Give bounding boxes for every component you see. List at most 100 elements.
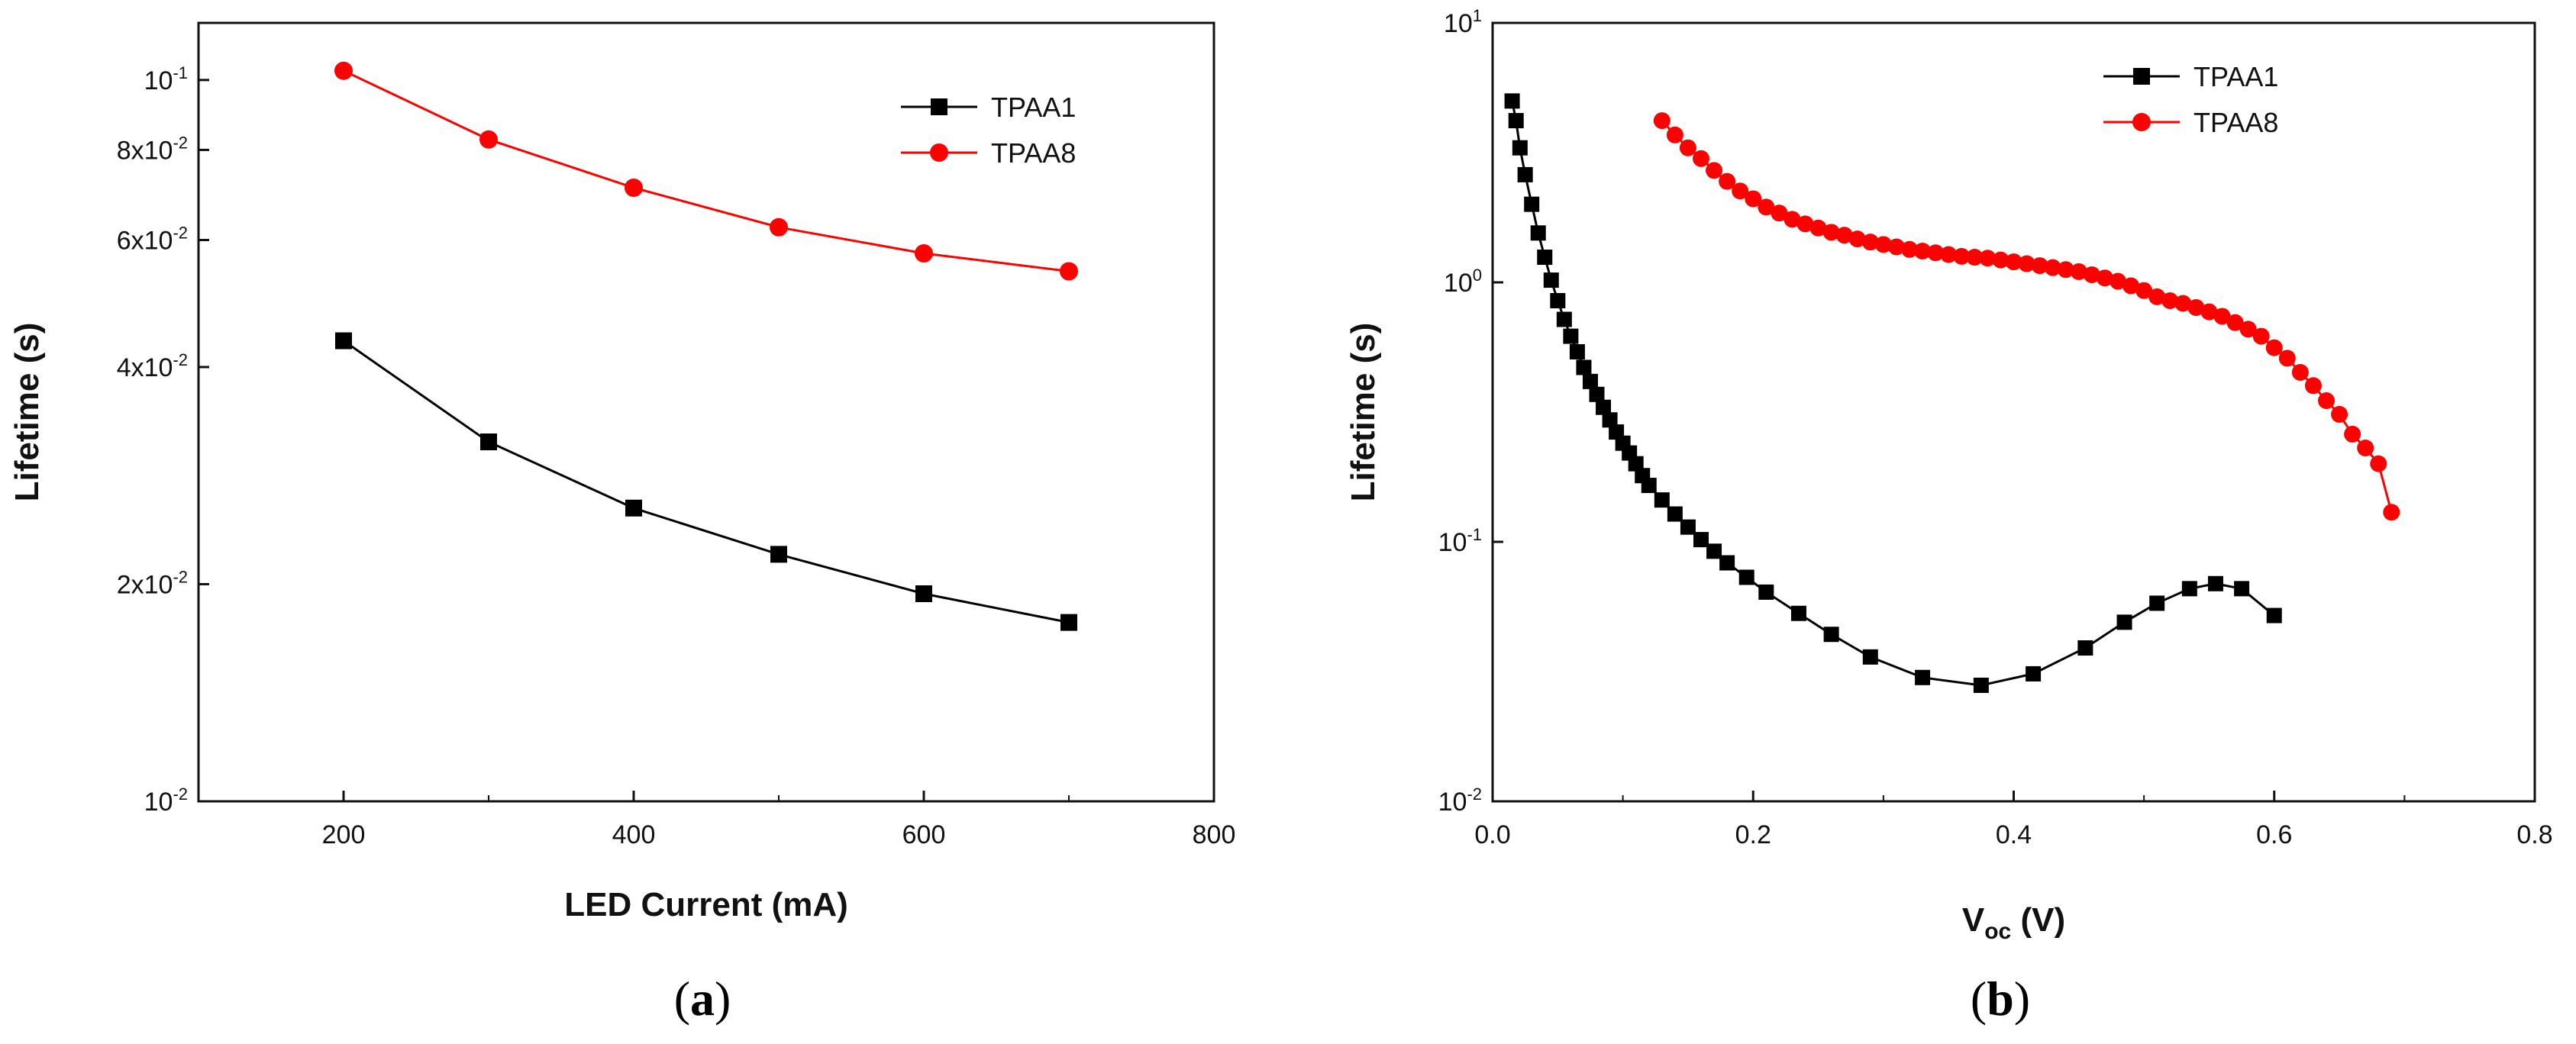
- data-point-tpaa1: [2116, 614, 2132, 630]
- x-tick-label: 0.4: [1996, 820, 2032, 849]
- data-point-tpaa8: [2044, 259, 2061, 276]
- y-tick-label: 2x10-2: [117, 567, 188, 599]
- data-point-tpaa8: [1822, 224, 1840, 241]
- data-point-tpaa8: [1992, 251, 2009, 269]
- y-axis-title: Lifetime (s): [8, 323, 46, 502]
- x-tick-label: 0.2: [1735, 820, 1771, 849]
- data-point-tpaa1: [1738, 569, 1754, 585]
- data-point-tpaa1: [1628, 456, 1644, 472]
- legend-marker: [2132, 113, 2151, 131]
- legend-entry-tpaa8: TPAA8: [2103, 107, 2278, 138]
- data-point-tpaa8: [479, 130, 498, 149]
- data-point-tpaa1: [1862, 649, 1878, 665]
- x-tick-label: 0.8: [2516, 820, 2552, 849]
- data-point-tpaa8: [1953, 247, 1971, 265]
- data-point-tpaa1: [1517, 166, 1533, 182]
- data-point-tpaa8: [1784, 211, 1801, 228]
- data-point-tpaa1: [1582, 373, 1598, 389]
- y-tick-label: 10-2: [1438, 785, 1482, 817]
- data-point-tpaa8: [1693, 150, 1709, 167]
- data-point-tpaa8: [2122, 277, 2140, 295]
- data-point-tpaa1: [1543, 272, 1559, 288]
- series-line-tpaa8: [343, 69, 1070, 272]
- data-point-tpaa8: [1979, 250, 1997, 267]
- data-point-tpaa8: [2304, 377, 2322, 395]
- y-tick-label: 101: [1444, 6, 1482, 38]
- legend-entry-tpaa1: TPAA1: [2103, 61, 2278, 92]
- data-point-tpaa1: [1758, 584, 1774, 600]
- legend-entry-tpaa8: TPAA8: [901, 137, 1076, 169]
- data-point-tpaa1: [770, 546, 787, 563]
- data-point-tpaa8: [1901, 240, 1918, 258]
- legend-entry-tpaa1: TPAA1: [901, 92, 1076, 123]
- data-point-tpaa1: [625, 499, 642, 517]
- data-point-tpaa8: [1861, 234, 1879, 251]
- data-point-tpaa1: [1576, 359, 1592, 375]
- data-point-tpaa8: [1745, 190, 1762, 208]
- data-point-tpaa8: [915, 243, 933, 263]
- x-tick-label: 0.6: [2256, 820, 2292, 849]
- data-point-tpaa8: [1732, 182, 1749, 200]
- data-point-tpaa1: [1823, 627, 1839, 643]
- data-point-tpaa1: [335, 332, 352, 350]
- data-point-tpaa1: [1512, 140, 1528, 156]
- data-point-tpaa8: [2344, 425, 2361, 443]
- data-point-tpaa1: [1508, 113, 1524, 129]
- data-point-tpaa8: [2031, 257, 2048, 275]
- series-line-tpaa8: [1661, 120, 2393, 513]
- data-point-tpaa8: [1666, 126, 1683, 143]
- data-point-tpaa1: [1973, 677, 1989, 693]
- x-tick-label: 600: [902, 820, 946, 849]
- legend-label: TPAA1: [991, 92, 1076, 123]
- data-point-tpaa1: [1641, 478, 1657, 494]
- data-point-tpaa8: [1809, 219, 1827, 237]
- data-point-tpaa8: [1653, 112, 1671, 130]
- legend-marker: [2133, 68, 2150, 85]
- data-point-tpaa8: [2174, 295, 2192, 312]
- data-point-tpaa8: [2187, 298, 2205, 316]
- chart-panel-a: 200 400 600 800 10-1 8x10-2 6x10-2 4x10-2 2x10-2…: [8, 21, 1235, 1026]
- data-point-tpaa8: [1719, 172, 1736, 190]
- series-line-tpaa1: [343, 340, 1070, 624]
- data-point-tpaa8: [2018, 255, 2035, 272]
- data-point-tpaa1: [1693, 532, 1709, 548]
- data-point-tpaa1: [2149, 595, 2165, 611]
- legend-marker: [931, 98, 947, 115]
- series-tpaa1: [335, 332, 1077, 631]
- data-point-tpaa8: [2161, 292, 2179, 309]
- y-tick-label: 100: [1444, 266, 1482, 298]
- data-point-tpaa1: [1060, 614, 1077, 631]
- data-point-tpaa8: [1060, 262, 1078, 281]
- data-point-tpaa1: [2234, 581, 2250, 597]
- data-point-tpaa1: [1602, 412, 1618, 428]
- data-point-tpaa1: [1680, 519, 1696, 535]
- series-tpaa8: [334, 61, 1078, 281]
- data-point-tpaa1: [1550, 292, 1566, 308]
- chart-panel-b: 0.0 0.2 0.4 0.6 0.8 101 100 10-1 10-2 Lifetime (s…: [1344, 6, 2553, 1026]
- legend-label: TPAA8: [2193, 107, 2278, 138]
- data-point-tpaa1: [1790, 605, 1806, 621]
- x-axis-title: Voc (V): [1962, 901, 2065, 944]
- panel-label: (a): [674, 972, 731, 1026]
- data-point-tpaa1: [1589, 386, 1605, 402]
- data-point-tpaa8: [334, 61, 353, 80]
- data-point-tpaa8: [2135, 282, 2153, 299]
- legend-marker: [930, 143, 948, 162]
- data-point-tpaa1: [1556, 311, 1572, 327]
- data-point-tpaa8: [625, 179, 643, 198]
- data-point-tpaa8: [1966, 249, 1984, 266]
- data-point-tpaa8: [2278, 350, 2296, 367]
- data-point-tpaa8: [2213, 308, 2231, 325]
- data-point-tpaa8: [1706, 162, 1723, 179]
- data-point-tpaa8: [2252, 327, 2270, 345]
- data-point-tpaa8: [1887, 238, 1905, 256]
- y-tick-label: 10-2: [144, 785, 188, 817]
- data-point-tpaa8: [2383, 504, 2400, 521]
- data-point-tpaa8: [1679, 139, 1696, 156]
- data-point-tpaa1: [2077, 640, 2093, 656]
- data-point-tpaa1: [2026, 665, 2042, 682]
- y-tick-label: 10-1: [1438, 525, 1482, 557]
- data-point-tpaa8: [1758, 198, 1775, 216]
- data-point-tpaa8: [2291, 363, 2309, 381]
